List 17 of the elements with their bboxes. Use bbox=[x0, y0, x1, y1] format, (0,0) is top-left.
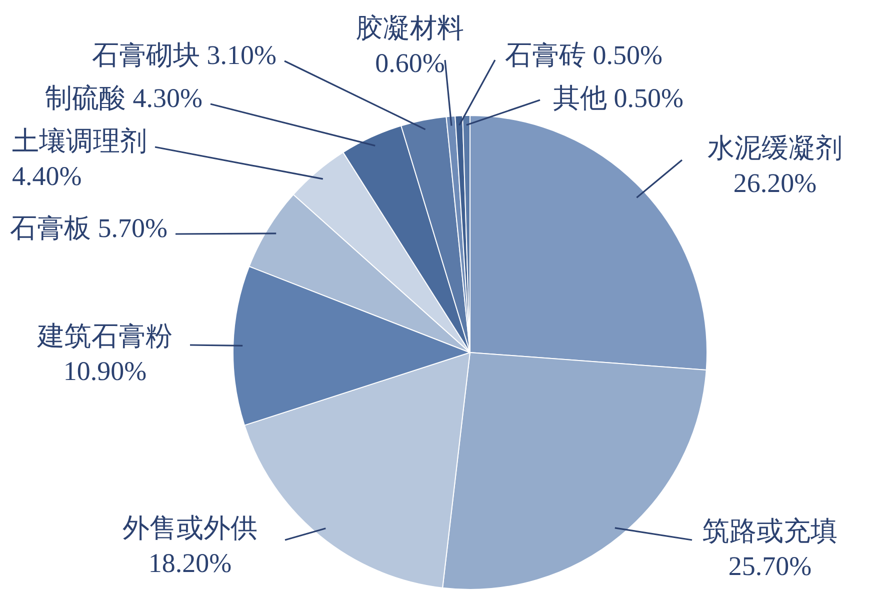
slice-label: 制硫酸 4.30% bbox=[45, 83, 202, 114]
slice-label: 石膏板 5.70% bbox=[10, 213, 168, 244]
data-label: 26.20% bbox=[733, 168, 817, 198]
slice-label: 建筑石膏粉 bbox=[36, 321, 172, 352]
slice-label: 水泥缓凝剂 bbox=[708, 133, 842, 164]
data-label: 25.70% bbox=[728, 551, 812, 582]
data-label: 10.90% bbox=[63, 356, 147, 386]
slice-label: 筑路或充填 bbox=[702, 516, 838, 546]
data-label: 0.60% bbox=[375, 48, 445, 78]
data-label: 18.20% bbox=[148, 548, 232, 578]
slice-label: 土壤调理剂 bbox=[12, 126, 147, 156]
slice-label: 石膏砖 0.50% bbox=[505, 40, 662, 70]
slice-label: 外售或外供 bbox=[122, 513, 258, 544]
slice-label: 石膏砌块 3.10% bbox=[92, 40, 276, 70]
slice-label: 胶凝材料 bbox=[356, 13, 464, 44]
slice-label: 其他 0.50% bbox=[553, 83, 684, 114]
data-label: 4.40% bbox=[12, 161, 82, 192]
